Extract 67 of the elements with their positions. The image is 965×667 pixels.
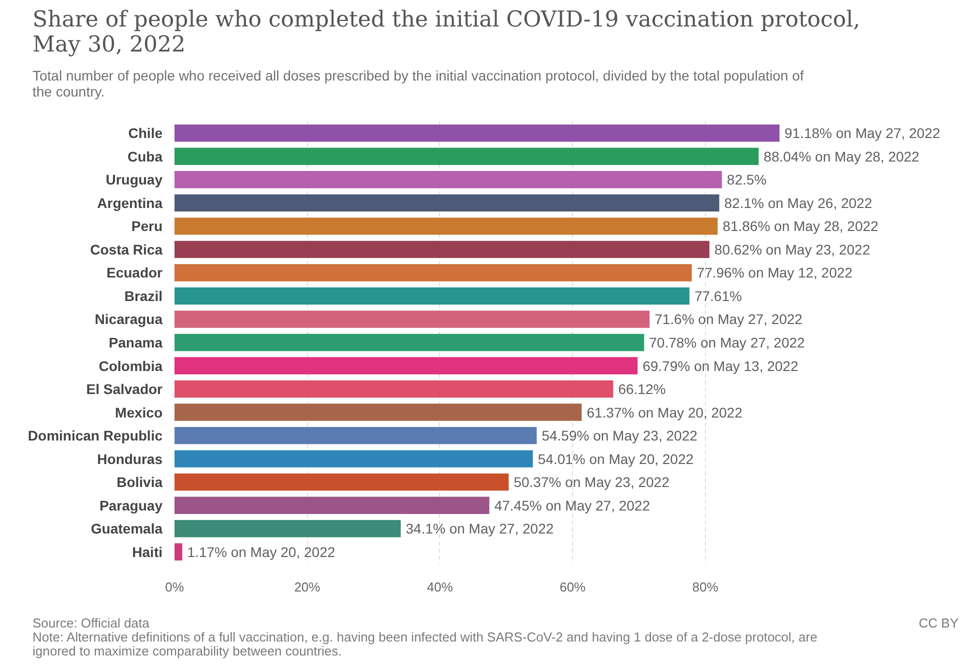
data-label: 81.86% on May 28, 2022	[722, 218, 879, 234]
data-label: 61.37% on May 20, 2022	[586, 404, 743, 420]
bar	[174, 218, 718, 235]
data-label: 71.6% on May 27, 2022	[654, 311, 803, 328]
y-tick-label: Paraguay	[99, 497, 163, 514]
bar	[174, 543, 182, 560]
y-tick-label: Dominican Republic	[28, 428, 163, 444]
y-tick-label: Honduras	[97, 450, 163, 467]
x-tick-label: 20%	[294, 580, 321, 594]
bar	[174, 124, 780, 142]
y-tick-label: Chile	[128, 125, 163, 142]
x-tick-label: 0%	[165, 580, 184, 594]
y-tick-label: Argentina	[97, 194, 163, 211]
data-label: 91.18% on May 27, 2022	[784, 125, 940, 142]
y-tick-label: Guatemala	[90, 520, 163, 537]
bar	[174, 240, 710, 258]
bar	[174, 171, 722, 188]
bar	[174, 148, 759, 165]
data-label: 1.17% on May 20, 2022	[187, 544, 336, 560]
data-label: 80.62% on May 23, 2022	[714, 241, 870, 258]
y-tick-label: Panama	[108, 334, 163, 350]
data-label: 82.5%	[726, 172, 767, 188]
y-tick-label: Cuba	[128, 148, 163, 164]
bar	[174, 287, 690, 305]
data-label: 77.96% on May 12, 2022	[696, 264, 853, 281]
data-label: 69.79% on May 13, 2022	[642, 358, 798, 374]
x-tick-label: 80%	[692, 580, 719, 594]
text: Note: Alternative definitions of a full vaccination, e.g. having been infected with SARS-CoV-2 and having 1 dose of a 2-dose protocol, are ignored to maximize comparability between countries.	[32, 630, 818, 658]
data-label: 88.04% on May 28, 2022	[764, 148, 920, 164]
data-label: 66.12%	[618, 381, 666, 398]
data-label: 34.1% on May 27, 2022	[406, 520, 554, 537]
bar	[174, 380, 614, 398]
x-tick-label: 40%	[426, 580, 454, 594]
bar	[174, 404, 582, 421]
bar	[174, 194, 720, 212]
x-tick-label: 60%	[560, 580, 586, 594]
bar	[174, 264, 692, 282]
bar	[174, 426, 537, 444]
y-tick-label: Nicaragua	[94, 311, 163, 328]
text: CC BY	[918, 616, 959, 630]
y-tick-label: Mexico	[115, 404, 163, 420]
y-tick-label: Ecuador	[106, 264, 164, 281]
y-tick-label: Uruguay	[106, 172, 163, 188]
data-label: 47.45% on May 27, 2022	[494, 497, 650, 514]
data-label: 50.37% on May 23, 2022	[514, 474, 670, 490]
y-tick-label: Colombia	[98, 358, 163, 374]
y-tick-label: Peru	[131, 218, 162, 234]
source-note: Source: Official data	[32, 616, 150, 630]
y-tick-label: Haiti	[132, 544, 163, 560]
bar	[174, 496, 490, 514]
bar	[174, 334, 644, 352]
data-label: 54.59% on May 23, 2022	[542, 428, 698, 444]
chart-title: Share of people who completed the initial COVID-19 vaccination protocol, May 30, 2022	[32, 8, 860, 58]
bar	[174, 357, 638, 374]
bar	[174, 310, 650, 328]
y-tick-label: Costa Rica	[90, 241, 163, 258]
y-tick-label: El Salvador	[86, 381, 164, 398]
chart-subtitle: Total number of people who received all doses prescribed by the initial vaccination protocol, divided by the total population of the country.	[32, 68, 804, 100]
y-tick-label: Bolivia	[116, 474, 163, 490]
bar	[174, 520, 401, 538]
data-label: 77.61%	[694, 288, 742, 304]
bar	[174, 450, 533, 468]
data-label: 54.01% on May 20, 2022	[538, 450, 694, 467]
data-label: 82.1% on May 26, 2022	[724, 194, 872, 211]
data-label: 70.78% on May 27, 2022	[649, 334, 806, 350]
y-tick-label: Brazil	[124, 288, 162, 304]
bar	[174, 473, 509, 491]
